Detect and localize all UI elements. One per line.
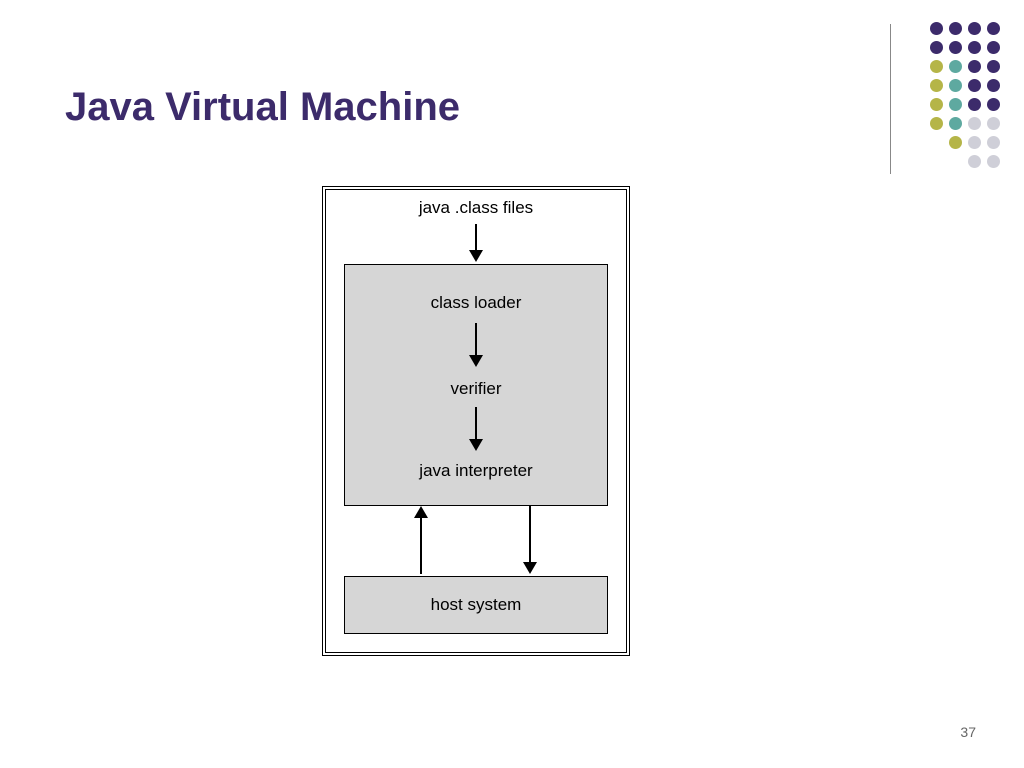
slide-title: Java Virtual Machine	[65, 85, 460, 130]
arrow-top-to-loader	[469, 224, 483, 262]
decorative-dot	[968, 79, 981, 92]
title-divider	[890, 24, 891, 174]
top-label: java .class files	[326, 198, 626, 218]
decorative-dot	[930, 98, 943, 111]
decorative-dot	[987, 79, 1000, 92]
decorative-dot	[987, 22, 1000, 35]
decorative-dot	[930, 60, 943, 73]
decorative-dot	[949, 117, 962, 130]
decorative-dot	[930, 117, 943, 130]
decorative-dot	[949, 136, 962, 149]
decorative-dot	[930, 79, 943, 92]
arrow-verifier-to-interpreter	[469, 407, 483, 451]
arrow-host-to-interpreter	[414, 506, 428, 574]
decorative-dot	[949, 22, 962, 35]
decorative-dot	[949, 98, 962, 111]
decorative-dot	[930, 41, 943, 54]
decorative-dot	[968, 22, 981, 35]
decorative-dot	[968, 155, 981, 168]
host-system-box: host system	[344, 576, 608, 634]
decorative-dot	[987, 136, 1000, 149]
arrow-interpreter-to-host	[523, 506, 537, 574]
decorative-dot	[987, 60, 1000, 73]
decorative-dot	[968, 98, 981, 111]
class-loader-label: class loader	[345, 293, 607, 313]
jvm-main-box: class loader verifier java interpreter	[344, 264, 608, 506]
host-system-label: host system	[431, 595, 522, 615]
decorative-dot	[987, 155, 1000, 168]
decorative-dot-grid	[930, 22, 1000, 174]
decorative-dot	[987, 117, 1000, 130]
decorative-dot	[987, 41, 1000, 54]
jvm-diagram: java .class files class loader verifier …	[322, 186, 630, 656]
page-number: 37	[960, 724, 976, 740]
decorative-dot	[949, 79, 962, 92]
decorative-dot	[968, 60, 981, 73]
decorative-dot	[949, 41, 962, 54]
decorative-dot	[987, 98, 1000, 111]
decorative-dot	[968, 136, 981, 149]
decorative-dot	[968, 117, 981, 130]
decorative-dot	[968, 41, 981, 54]
interpreter-label: java interpreter	[345, 461, 607, 481]
arrow-loader-to-verifier	[469, 323, 483, 367]
decorative-dot	[949, 60, 962, 73]
decorative-dot	[930, 22, 943, 35]
verifier-label: verifier	[345, 379, 607, 399]
